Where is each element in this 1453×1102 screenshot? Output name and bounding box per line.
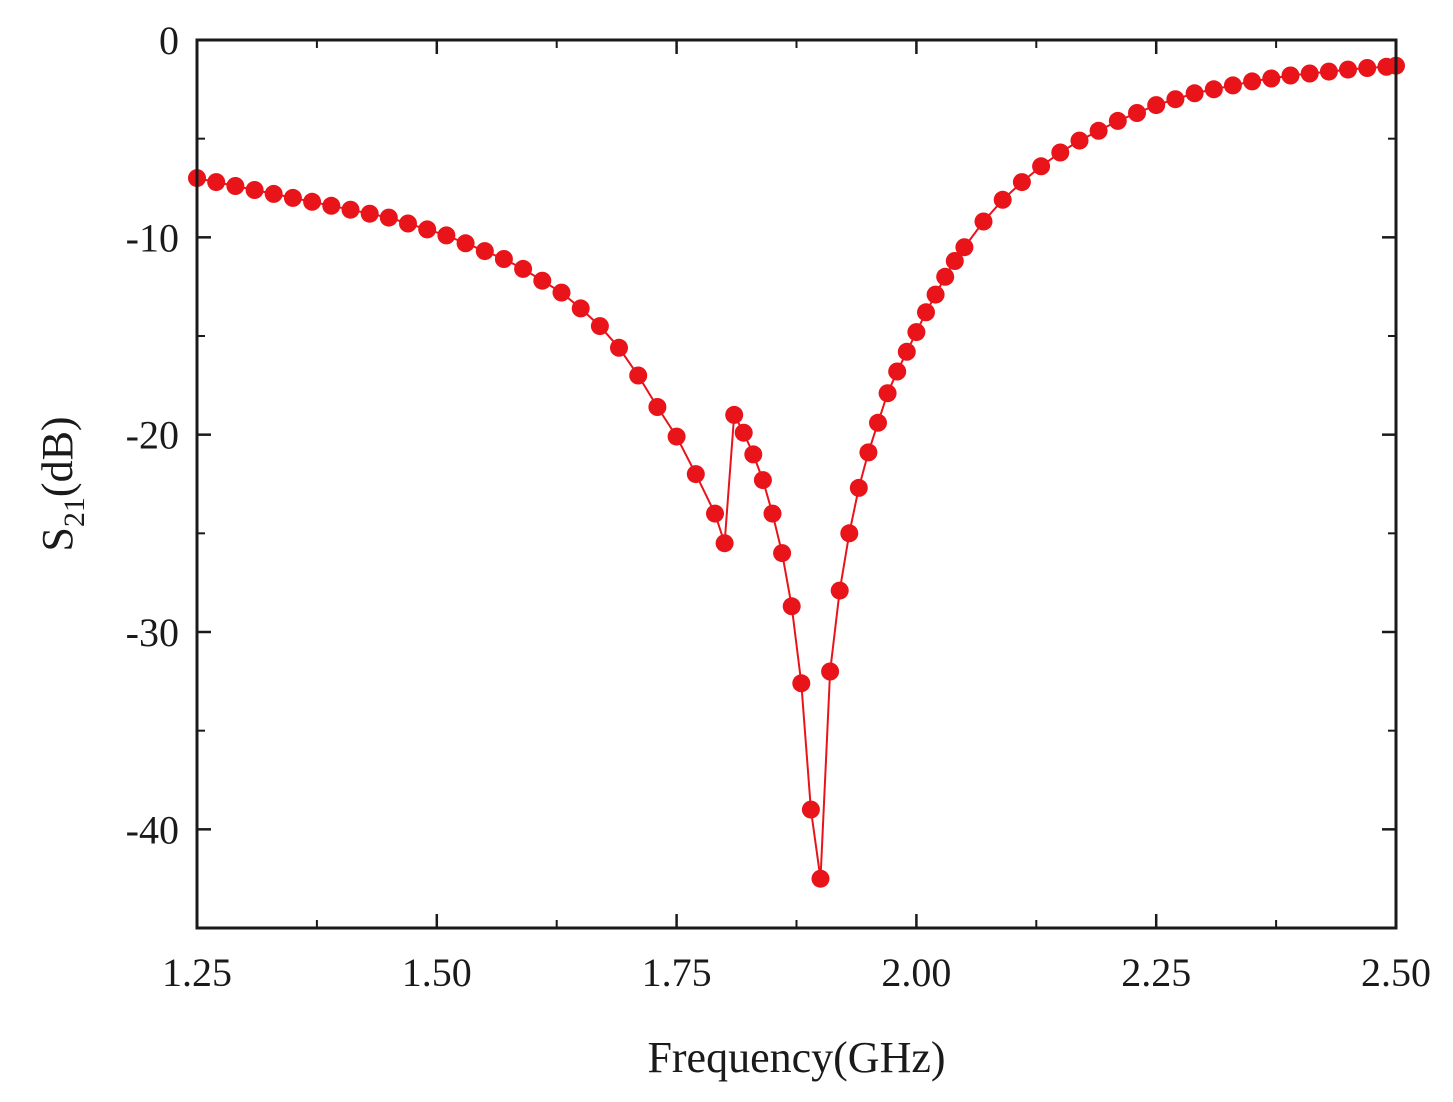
x-tick-label: 2.25 — [1121, 950, 1191, 995]
data-point — [1204, 80, 1223, 99]
data-point — [878, 384, 897, 403]
data-point — [811, 869, 830, 888]
data-point — [533, 271, 552, 290]
data-point — [1339, 60, 1357, 79]
data-point — [629, 366, 648, 385]
data-point — [264, 184, 283, 203]
data-point — [945, 252, 964, 270]
data-point — [322, 196, 341, 215]
data-point — [1128, 104, 1146, 122]
data-point — [648, 398, 667, 416]
data-point — [1319, 62, 1338, 81]
data-point — [917, 303, 935, 322]
data-point — [859, 443, 878, 462]
data-point — [897, 342, 916, 361]
data-point — [590, 317, 609, 336]
y-axis-title-subscript: 21 — [58, 497, 91, 527]
data-point — [1089, 121, 1108, 140]
data-point — [437, 226, 456, 245]
data-point — [571, 299, 590, 318]
data-point — [456, 234, 475, 253]
data-point — [907, 323, 926, 342]
data-point — [341, 200, 360, 219]
data-point — [1185, 84, 1204, 103]
data-point — [303, 192, 322, 211]
data-point — [207, 173, 226, 192]
data-point — [552, 283, 571, 302]
y-axis-title-base: S — [33, 527, 82, 551]
series-line — [196, 64, 1397, 879]
data-point — [1147, 96, 1166, 115]
data-point — [725, 405, 744, 424]
data-point — [1032, 157, 1051, 176]
data-point — [226, 177, 245, 195]
data-point — [610, 338, 628, 357]
y-tick-label: -20 — [126, 413, 179, 458]
x-tick-label: 2.00 — [881, 950, 951, 995]
y-axis-title: S21(dB) — [33, 416, 91, 551]
data-point — [782, 597, 801, 616]
data-point — [869, 413, 887, 432]
plot-frame — [195, 38, 1398, 930]
x-tick-label: 1.75 — [642, 950, 712, 995]
x-tick-label: 2.50 — [1361, 950, 1431, 995]
data-point — [360, 204, 379, 223]
data-point — [1223, 76, 1242, 95]
data-point — [926, 285, 945, 304]
data-point — [1012, 173, 1031, 192]
data-point — [1166, 90, 1185, 109]
data-point — [888, 362, 907, 381]
y-tick-label: -30 — [126, 610, 179, 655]
data-point — [418, 220, 437, 239]
data-point — [514, 259, 533, 278]
data-point — [744, 445, 763, 464]
data-point — [734, 423, 753, 442]
data-point — [475, 242, 494, 261]
axis-tick-labels: 1.25 1.50 1.75 2.00 2.25 2.50 0 -10 -20 -30 -40 — [126, 18, 1431, 995]
x-axis-title: Frequency(GHz) — [647, 1033, 945, 1082]
data-point — [686, 465, 705, 484]
data-point — [1281, 66, 1300, 85]
axis-ticks — [195, 38, 1398, 928]
data-point — [955, 238, 974, 257]
data-point — [763, 504, 782, 523]
data-point — [753, 471, 772, 490]
data-point — [801, 800, 820, 819]
data-point — [773, 544, 792, 563]
y-tick-label: -10 — [126, 215, 179, 260]
data-point — [821, 662, 840, 681]
data-point — [715, 534, 734, 553]
data-point — [245, 181, 264, 199]
plot-marks — [188, 56, 1405, 888]
data-point — [849, 478, 868, 497]
data-point — [494, 250, 513, 268]
data-point — [993, 190, 1012, 209]
y-tick-label: -40 — [126, 807, 179, 852]
y-tick-label: 0 — [159, 18, 179, 63]
data-point — [283, 188, 302, 207]
x-tick-label: 1.50 — [402, 950, 472, 995]
x-tick-label: 1.25 — [162, 950, 232, 995]
data-point — [706, 504, 724, 523]
data-point — [1358, 59, 1377, 77]
data-point — [830, 581, 849, 600]
data-point — [792, 674, 811, 693]
data-point — [1070, 131, 1089, 150]
data-point — [1051, 143, 1070, 162]
y-axis-title-unit: (dB) — [33, 416, 82, 497]
data-point — [1262, 69, 1281, 88]
data-point — [1243, 72, 1262, 91]
data-point — [974, 212, 993, 231]
data-point — [667, 427, 686, 446]
data-point — [840, 524, 859, 543]
data-point — [379, 208, 398, 227]
data-point — [1108, 111, 1127, 130]
data-point — [399, 214, 417, 233]
data-point — [936, 267, 955, 286]
data-point — [1300, 64, 1319, 83]
